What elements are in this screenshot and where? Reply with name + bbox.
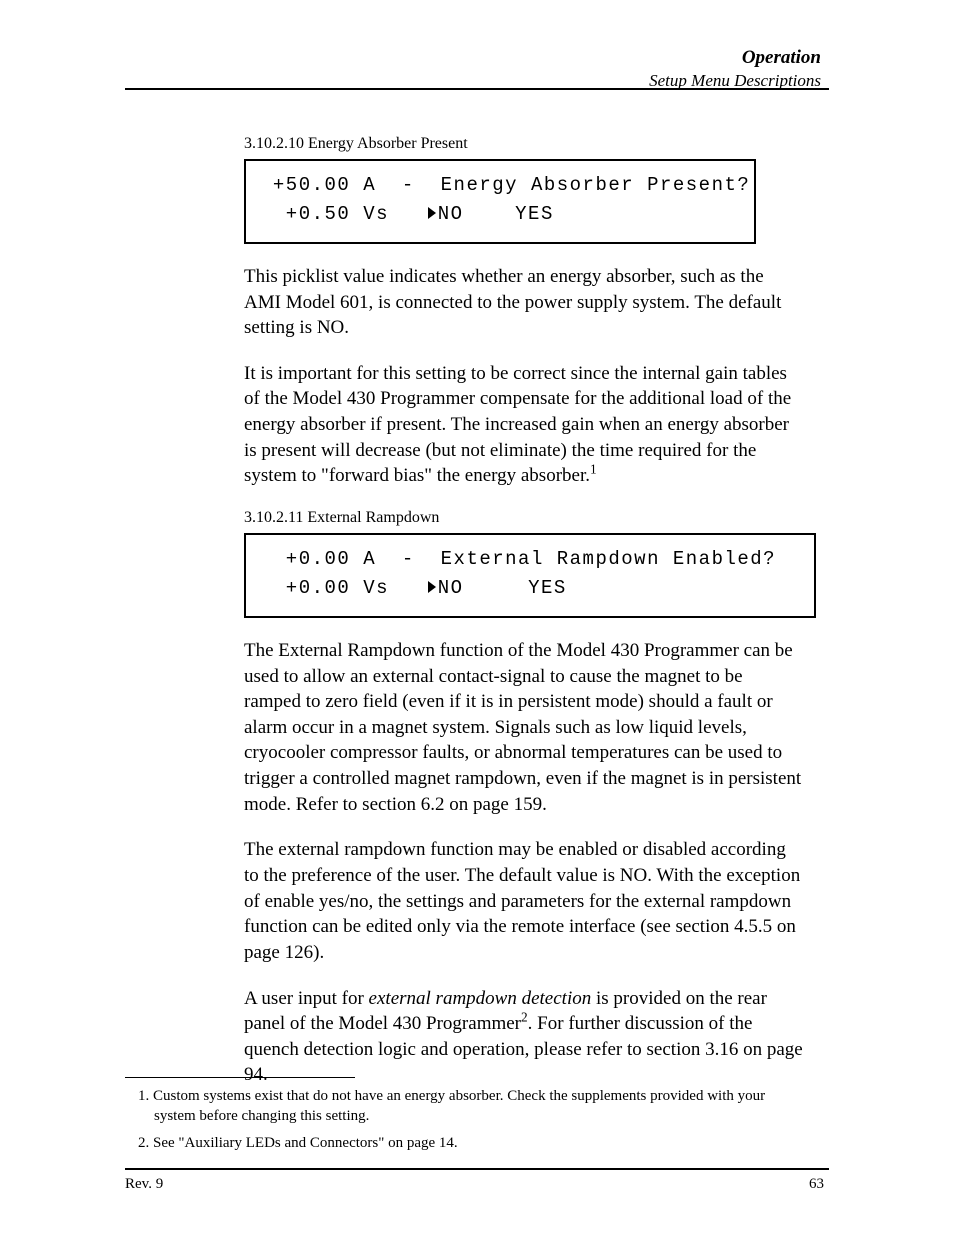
lcd-gap [464,577,529,599]
paragraph: The external rampdown function may be en… [244,837,804,965]
footer-rule [125,1168,829,1170]
footnote-ref: 1 [590,462,597,477]
footnote-2: 2. See "Auxiliary LEDs and Connectors" o… [138,1133,798,1153]
lcd-text: +0.50 Vs [260,203,428,225]
lcd-text: +50.00 A - [260,174,428,196]
lcd-option-no: NO [438,203,464,225]
header-rule [125,88,829,90]
lcd-text: Energy Absorber Present? [428,174,751,196]
header-section-title: Operation [649,46,821,70]
paragraph: The External Rampdown function of the Mo… [244,638,804,817]
content-column: 3.10.2.10 Energy Absorber Present +50.00… [244,135,814,1088]
paragraph: A user input for external rampdown detec… [244,986,804,1089]
paragraph: It is important for this setting to be c… [244,361,804,489]
lcd-display-1: +50.00 A - Energy Absorber Present? +0.5… [244,159,756,244]
lcd-text: External Rampdown Enabled? [428,548,776,570]
footnote-1: 1. Custom systems exist that do not have… [138,1086,798,1127]
footnote-rule [125,1077,355,1078]
footnote-ref: 2 [521,1010,528,1025]
subsection-heading-2: 3.10.2.11 External Rampdown [244,509,814,527]
lcd-row: +0.00 Vs NO YES [260,574,800,603]
footer-revision: Rev. 9 [125,1176,163,1193]
lcd-row: +50.00 A - Energy Absorber Present? [260,171,740,200]
paragraph-text: It is important for this setting to be c… [244,363,791,487]
cursor-icon [428,581,436,593]
paragraph: This picklist value indicates whether an… [244,264,804,341]
lcd-gap [464,203,516,225]
paragraph-emphasis: external rampdown detection [369,988,592,1009]
lcd-display-2: +0.00 A - External Rampdown Enabled? +0.… [244,533,816,618]
lcd-option-yes: YES [528,577,567,599]
subsection-heading-1: 3.10.2.10 Energy Absorber Present [244,135,814,153]
footnotes: 1. Custom systems exist that do not have… [138,1086,798,1159]
lcd-text: +0.00 Vs [260,577,428,599]
page: Operation Setup Menu Descriptions 3.10.2… [0,0,954,1235]
paragraph-text: A user input for [244,988,369,1009]
lcd-option-yes: YES [515,203,554,225]
lcd-row: +0.00 A - External Rampdown Enabled? [260,545,800,574]
lcd-row: +0.50 Vs NO YES [260,200,740,229]
lcd-text: +0.00 A - [260,548,428,570]
page-header: Operation Setup Menu Descriptions [649,46,821,91]
lcd-option-no: NO [438,577,464,599]
cursor-icon [428,207,436,219]
footer-page-number: 63 [809,1176,824,1193]
